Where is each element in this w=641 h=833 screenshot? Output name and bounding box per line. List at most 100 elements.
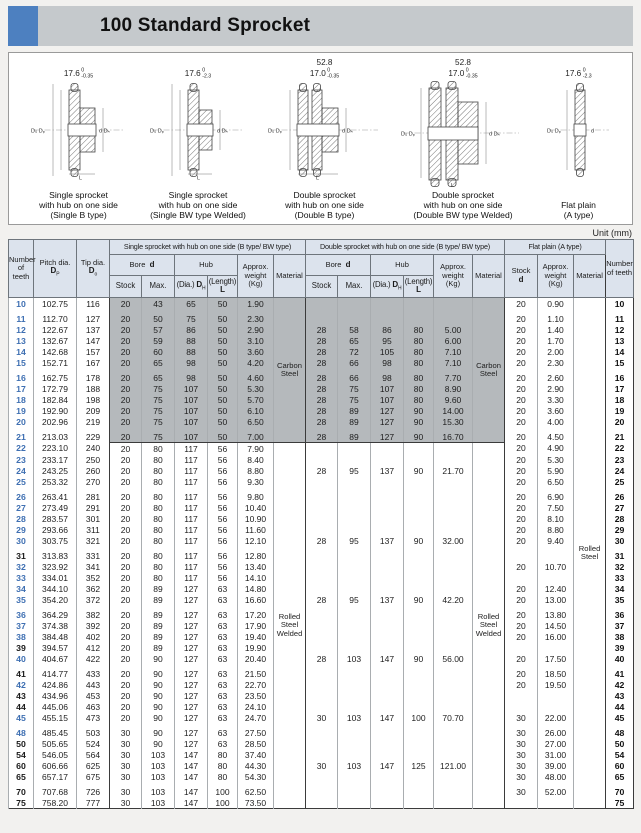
num-teeth-left: 70	[8, 782, 34, 797]
tip-dia-value: 372	[76, 594, 110, 605]
double-bore-stock: 30	[305, 760, 338, 771]
flat-weight: 4.50	[537, 427, 574, 443]
double-bore-max: 58	[337, 324, 371, 335]
double-weight: 5.00	[433, 324, 473, 335]
double-hub-length	[403, 297, 434, 309]
flat-stock: 20	[504, 405, 538, 416]
single-bore-max: 89	[141, 620, 175, 631]
num-teeth-right: 29	[605, 524, 634, 535]
double-hub-dia	[370, 583, 404, 594]
single-weight: 21.50	[237, 664, 274, 679]
double-hub-dia	[370, 642, 404, 653]
single-hub-dia: 127	[174, 642, 208, 653]
single-bore-stock: 20	[109, 605, 142, 620]
table-row: 43 434.96 453 20 90 127 63 23.50 43	[8, 690, 634, 701]
num-teeth-left: 12	[8, 324, 34, 335]
tip-dia-value: 777	[76, 797, 110, 809]
double-hub-dia	[370, 620, 404, 631]
single-hub-dia: 117	[174, 442, 208, 454]
double-hub-dia	[370, 524, 404, 535]
single-weight: 14.10	[237, 572, 274, 583]
single-bore-stock: 20	[109, 297, 142, 309]
num-teeth-right: 28	[605, 513, 634, 524]
single-bore-max: 65	[141, 357, 175, 368]
flat-weight: 8.10	[537, 513, 574, 524]
header-flat-stock: Stock d	[504, 254, 539, 298]
tip-dia-value: 463	[76, 701, 110, 712]
dim-value: 17.6	[565, 69, 582, 79]
double-bore-stock: 28	[305, 427, 338, 443]
table-row: 50 505.65 524 30 90 127 63 28.50 30 27.00 50	[8, 738, 634, 749]
single-hub-dia: 117	[174, 454, 208, 465]
tolerance-lower: -0.35	[81, 73, 94, 80]
single-hub-length: 63	[207, 690, 238, 701]
single-weight: 10.90	[237, 513, 274, 524]
single-bore-max: 75	[141, 383, 175, 394]
num-teeth-right: 21	[605, 427, 634, 443]
single-bore-max: 80	[141, 513, 175, 524]
header-tip-dia: Tip dia. Do	[76, 239, 110, 298]
length-label: L	[197, 176, 200, 181]
num-teeth-right: 26	[605, 487, 634, 502]
double-bore-max	[337, 605, 371, 620]
pitch-dia-value: 192.90	[33, 405, 77, 416]
flat-stock: 30	[504, 738, 538, 749]
double-hub-dia: 95	[370, 335, 404, 346]
table-row: 33 334.01 352 20 80 117 56 14.10 33	[8, 572, 634, 583]
flat-weight: 2.00	[537, 346, 574, 357]
table-row: 40 404.67 422 20 90 127 63 20.40 28 103 147 90 56.00…	[8, 653, 634, 664]
pitch-dia-value: 112.70	[33, 309, 77, 324]
flat-stock: 30	[504, 782, 538, 797]
flat-weight: 16.00	[537, 631, 574, 642]
single-hub-length: 80	[207, 749, 238, 760]
double-weight: 16.70	[433, 427, 473, 443]
single-bore-max: 89	[141, 594, 175, 605]
double-bore-stock	[305, 679, 338, 690]
num-teeth-right: 65	[605, 771, 634, 782]
single-hub-dia: 117	[174, 546, 208, 561]
flat-stock: 20	[504, 357, 538, 368]
num-teeth-right: 19	[605, 405, 634, 416]
hub-labels: d Dₕ	[489, 132, 501, 138]
single-weight: 44.30	[237, 760, 274, 771]
single-hub-length: 50	[207, 297, 238, 309]
single-hub-dia: 127	[174, 631, 208, 642]
figure-single-b: 17.6 0 -0.35 D₀ Dₚ d Dₕ L Single sprocket …	[27, 56, 131, 222]
double-bore-stock	[305, 723, 338, 738]
single-hub-length: 50	[207, 335, 238, 346]
flat-weight: 3.30	[537, 394, 574, 405]
num-teeth-right: 39	[605, 642, 634, 653]
single-hub-length: 56	[207, 476, 238, 487]
table-row: 16 162.75 178 20 65 98 50 4.60 28 66 98 80 7.70 20 2.6…	[8, 368, 634, 383]
pitch-dia-value: 172.79	[33, 383, 77, 394]
tip-dia-value: 188	[76, 383, 110, 394]
single-bore-stock: 20	[109, 502, 142, 513]
dim-value: 17.6	[184, 69, 201, 79]
figure-caption: Double sprocket with hub on one side (Do…	[285, 189, 364, 220]
table-row: 22 223.10 240 20 80 117 56 7.90 Rolled Steel Wel…	[8, 442, 634, 809]
double-hub-length	[403, 782, 434, 797]
single-bore-max: 75	[141, 405, 175, 416]
double-weight	[433, 701, 473, 712]
single-hub-length: 56	[207, 502, 238, 513]
flat-weight: 9.40	[537, 535, 574, 546]
double-hub-length: 90	[403, 465, 434, 476]
double-bore-stock	[305, 454, 338, 465]
single-bore-stock: 20	[109, 487, 142, 502]
table-row: 42 424.86 443 20 90 127 63 22.70 20 19.50 42	[8, 679, 634, 690]
double-hub-dia	[370, 297, 404, 309]
num-teeth-right: 10	[605, 297, 634, 309]
double-hub-dia	[370, 782, 404, 797]
single-bore-max: 103	[141, 760, 175, 771]
header-single-weight: Approx. weight (Kg)	[237, 254, 274, 298]
double-hub-dia	[370, 442, 404, 454]
single-weight: 13.40	[237, 561, 274, 572]
single-weight: 12.10	[237, 535, 274, 546]
hub-labels: d Dₕ	[217, 129, 229, 135]
double-hub-length: 100	[403, 712, 434, 723]
tolerance-lower: -0.35	[465, 73, 478, 80]
num-teeth-left: 13	[8, 335, 34, 346]
single-weight: 5.70	[237, 394, 274, 405]
flat-stock: 20	[504, 487, 538, 502]
num-teeth-right: 40	[605, 653, 634, 664]
